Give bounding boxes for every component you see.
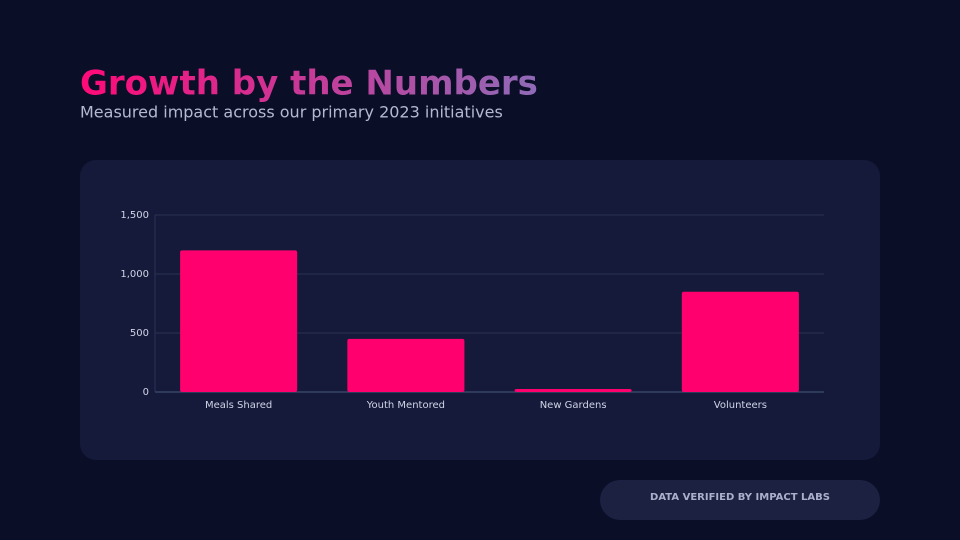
bar: [681, 291, 799, 392]
plot: 0 500 1,000 1,500 Meals Shared Youth Mentored…: [120, 210, 824, 411]
bar: [347, 338, 465, 392]
x-tick-label: New Gardens: [540, 400, 607, 411]
badge-text: DATA VERIFIED BY IMPACT LABS: [650, 492, 830, 503]
chart-title: Growth by the Numbers: [80, 64, 538, 104]
badge: [600, 480, 880, 520]
y-tick-label: 0: [143, 387, 149, 398]
bar: [180, 250, 298, 392]
x-tick-label: Volunteers: [714, 400, 767, 411]
y-tick-label: 500: [130, 328, 149, 339]
x-tick-label: Youth Mentored: [366, 400, 445, 411]
x-tick-label: Meals Shared: [205, 400, 272, 411]
y-tick-label: 1,500: [120, 210, 149, 221]
chart-subtitle: Measured impact across our primary 2023 …: [80, 103, 503, 122]
y-tick-label: 1,000: [120, 269, 149, 280]
bar: [514, 389, 632, 392]
